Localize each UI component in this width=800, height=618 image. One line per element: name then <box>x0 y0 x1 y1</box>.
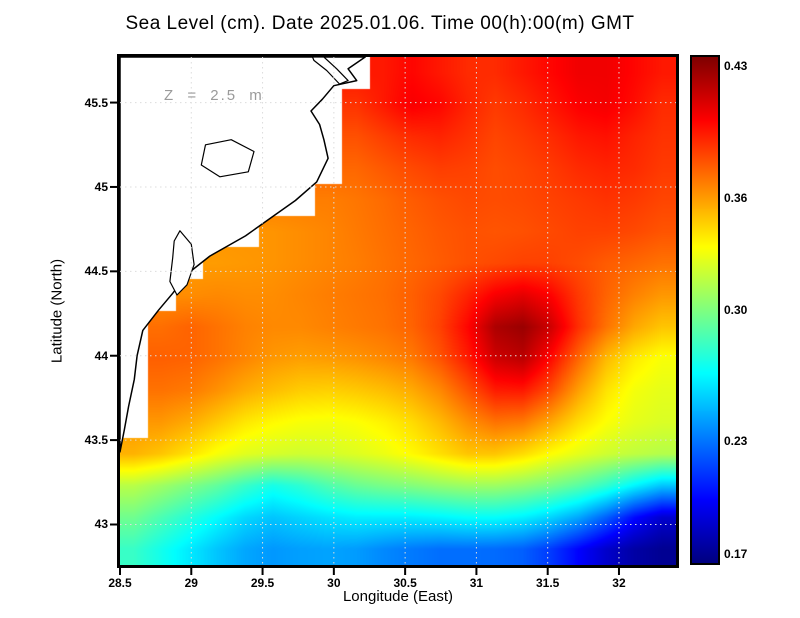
x-tick-label: 29 <box>184 576 198 590</box>
lake-outline <box>169 230 195 296</box>
chart-title: Sea Level (cm). Date 2025.01.06. Time 00… <box>125 13 635 34</box>
colorbar-tick-label: 0.36 <box>724 190 748 205</box>
colorbar <box>690 55 720 565</box>
y-tick-label: 45 <box>94 179 108 194</box>
colorbar-tick-label: 0.23 <box>724 434 748 449</box>
x-axis-label: Longitude (East) <box>342 588 454 605</box>
x-tick-label: 30 <box>327 576 341 590</box>
coastline-overlay <box>120 57 676 565</box>
map-plot: Z = 2.5 m <box>117 54 679 568</box>
x-tick-label: 32 <box>612 576 626 590</box>
colorbar-gradient <box>692 57 718 563</box>
land-coastline <box>120 57 366 453</box>
x-tick-label: 31 <box>469 576 484 590</box>
x-tick-label: 31.5 <box>536 576 560 590</box>
x-tick-label: 28.5 <box>108 576 132 590</box>
colorbar-tick-label: 0.43 <box>724 59 748 74</box>
depth-annotation: Z = 2.5 m <box>164 87 264 104</box>
lake-outline <box>311 57 349 85</box>
y-tick-label: 43 <box>94 517 108 532</box>
lake-outline <box>200 139 255 178</box>
y-tick-label: 43.5 <box>84 433 108 448</box>
x-tick-label: 30.5 <box>393 576 417 590</box>
colorbar-tick-label: 0.17 <box>724 546 748 561</box>
y-tick-label: 44 <box>94 348 108 363</box>
y-tick-label: 45.5 <box>84 95 108 110</box>
x-tick-label: 29.5 <box>250 576 275 590</box>
colorbar-tick-label: 0.30 <box>724 303 748 317</box>
y-tick-label: 44.5 <box>84 264 108 279</box>
